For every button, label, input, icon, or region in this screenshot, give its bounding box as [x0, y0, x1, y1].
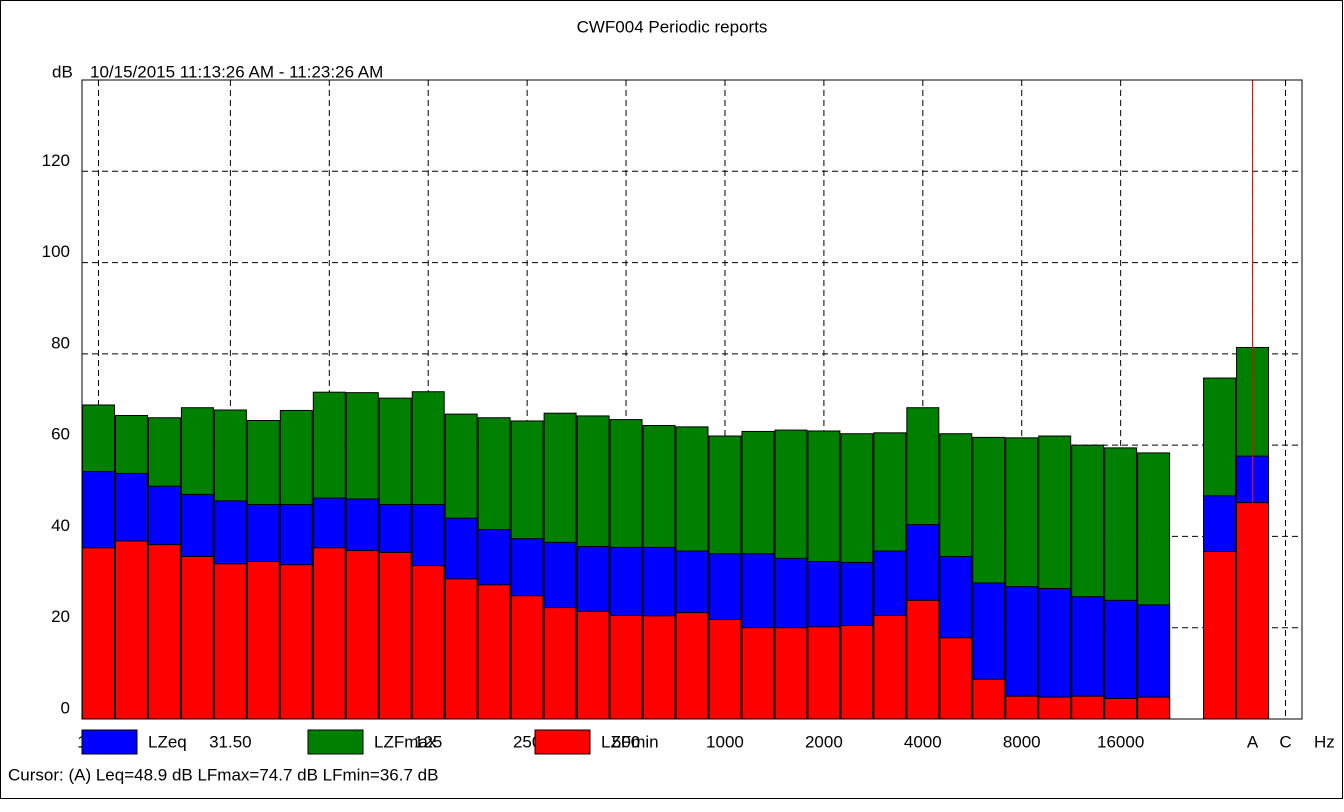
bar	[1203, 550, 1237, 720]
x-tick-label: A	[1247, 732, 1259, 751]
x-tick-label: 2000	[805, 732, 843, 751]
bar	[906, 599, 940, 720]
y-tick-label: 0	[61, 698, 70, 717]
x-tick-label: 31.50	[209, 732, 252, 751]
bar	[246, 561, 280, 720]
bar	[774, 627, 808, 720]
bar	[1005, 695, 1039, 720]
legend-label: LZFmin	[601, 732, 659, 751]
legend-swatch	[307, 729, 364, 755]
bar	[708, 618, 742, 720]
bar	[1071, 695, 1105, 720]
bar	[279, 564, 313, 720]
bar	[675, 612, 709, 720]
y-tick-label: 20	[51, 607, 70, 626]
x-tick-label: 1000	[706, 732, 744, 751]
y-tick-label: 40	[51, 516, 70, 535]
bar	[1038, 696, 1072, 720]
y-tick-label: 120	[42, 151, 70, 170]
x-tick-label: 8000	[1003, 732, 1041, 751]
x-tick-label: 16000	[1097, 732, 1144, 751]
x-tick-label: 250	[513, 732, 541, 751]
y-tick-label: 60	[51, 425, 70, 444]
x-axis-label: Hz	[1314, 732, 1335, 751]
x-tick-label: 125	[414, 732, 442, 751]
bar	[1104, 697, 1138, 720]
bar	[972, 678, 1006, 720]
bar	[543, 607, 577, 720]
legend-swatch	[534, 729, 591, 755]
y-tick-label: 100	[42, 242, 70, 261]
bar	[147, 544, 181, 720]
bar	[1236, 502, 1270, 720]
plot-frame	[81, 79, 1303, 720]
bar	[807, 626, 841, 720]
bar	[939, 637, 973, 720]
x-tick-label: C	[1279, 732, 1291, 751]
bar	[1137, 696, 1171, 720]
bar	[609, 614, 643, 720]
legend-label: LZFmax	[374, 732, 437, 751]
legend-swatch	[81, 729, 138, 755]
x-tick-label: 4000	[904, 732, 942, 751]
bar	[114, 540, 148, 720]
cursor-readout: Cursor: (A) Leq=48.9 dB LFmax=74.7 dB LF…	[8, 765, 438, 784]
bar	[477, 584, 511, 720]
bar	[312, 547, 346, 720]
x-tick-label: 500	[612, 732, 640, 751]
bar	[213, 563, 247, 720]
y-tick-label: 80	[51, 333, 70, 352]
bar	[411, 565, 445, 720]
bar	[510, 595, 544, 720]
y-axis-label: dB	[52, 62, 73, 81]
chart-title: CWF004 Periodic reports	[577, 17, 768, 36]
bar	[741, 627, 775, 720]
bar	[642, 615, 676, 720]
bar	[873, 614, 907, 720]
bar	[444, 578, 478, 720]
bar	[345, 550, 379, 720]
bar	[576, 610, 610, 720]
bar	[840, 624, 874, 720]
subtitle: 10/15/2015 11:13:26 AM - 11:23:26 AM	[90, 62, 383, 81]
legend-label: LZeq	[148, 732, 187, 751]
bar	[180, 556, 214, 720]
bar	[82, 547, 115, 720]
bar	[378, 551, 412, 720]
